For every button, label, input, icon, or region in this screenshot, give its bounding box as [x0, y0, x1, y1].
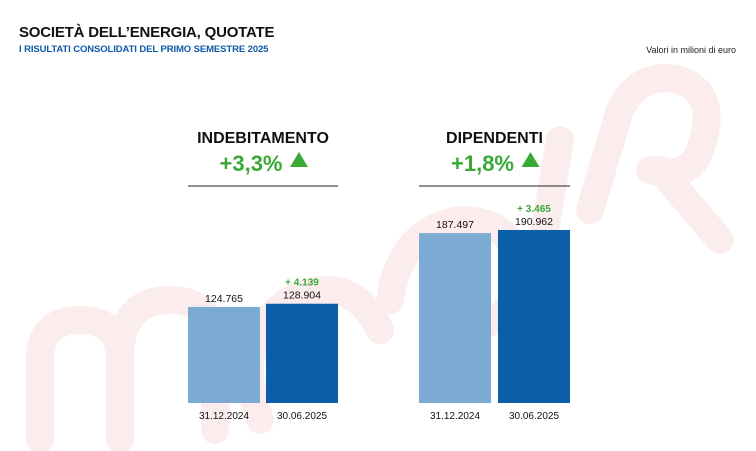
- page-title: SOCIETÀ DELL’ENERGIA, QUOTATE: [19, 24, 275, 41]
- bar-30.06.2025: [498, 230, 570, 403]
- units-note: Valori in milioni di euro: [646, 45, 736, 55]
- bar-31.12.2024: [419, 233, 491, 403]
- bar-31.12.2024: [188, 306, 260, 403]
- category-label: 30.06.2025: [277, 411, 327, 422]
- up-triangle-icon: [290, 152, 308, 167]
- value-label: 128.904: [283, 290, 321, 302]
- bar-30.06.2025: [266, 303, 338, 403]
- change-percent: +3,3%: [220, 151, 283, 176]
- delta-label: + 4.139: [285, 278, 319, 289]
- category-label: 30.06.2025: [509, 411, 559, 422]
- change-percent: +1,8%: [451, 151, 514, 176]
- page-subtitle: I RISULTATI CONSOLIDATI DEL PRIMO SEMEST…: [19, 44, 269, 55]
- category-label: 31.12.2024: [430, 411, 480, 422]
- up-triangle-icon: [521, 152, 540, 167]
- value-label: 187.497: [436, 219, 474, 231]
- category-label: 31.12.2024: [199, 411, 249, 422]
- chart-title: INDEBITAMENTO: [197, 130, 329, 147]
- value-label: 190.962: [515, 216, 553, 228]
- delta-label: + 3.465: [517, 204, 551, 215]
- chart-title: DIPENDENTI: [446, 130, 543, 147]
- value-label: 124.765: [205, 293, 243, 305]
